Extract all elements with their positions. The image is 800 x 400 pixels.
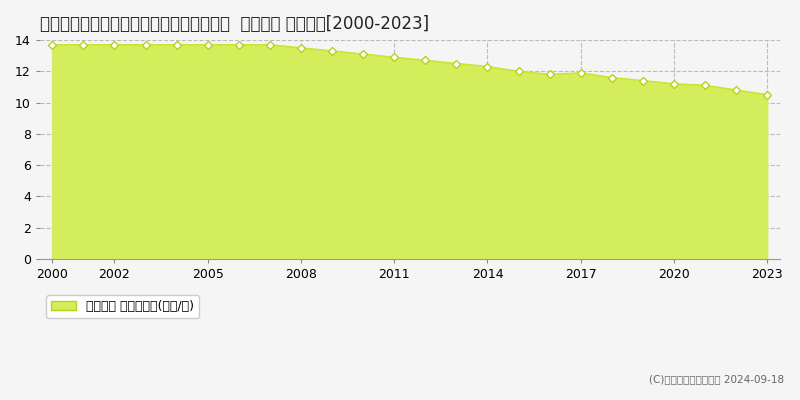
- Text: 新潟県上越市大字青木字芝原２６１番３６  公示地価 地価推移[2000-2023]: 新潟県上越市大字青木字芝原２６１番３６ 公示地価 地価推移[2000-2023]: [40, 15, 429, 33]
- Text: (C)土地価格ドットコム 2024-09-18: (C)土地価格ドットコム 2024-09-18: [649, 374, 784, 384]
- Legend: 公示地価 平均坪単価(万円/坪): 公示地価 平均坪単価(万円/坪): [46, 295, 199, 318]
